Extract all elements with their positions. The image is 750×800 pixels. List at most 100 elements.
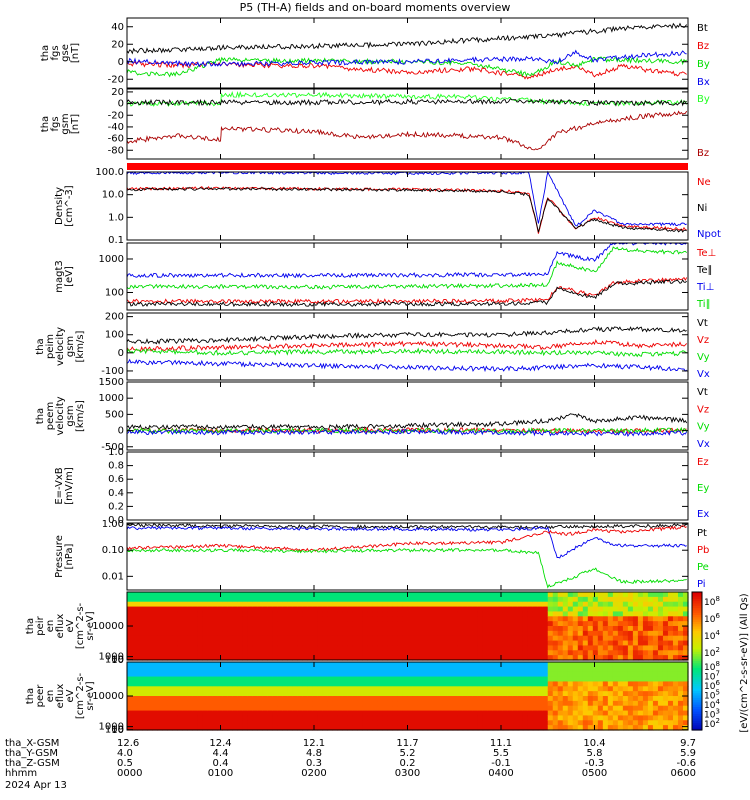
spectrogram-cell (512, 621, 519, 627)
spectrogram-cell (542, 650, 549, 656)
spectrogram-cell (497, 592, 504, 598)
spectrogram-cell (457, 650, 464, 656)
spectrogram-cell (442, 666, 449, 673)
spectrogram-cell (282, 720, 288, 726)
spectrogram-cell (292, 621, 298, 627)
spectrogram-cell (222, 626, 228, 632)
spectrogram-cell (187, 592, 193, 598)
spectrogram-cell (362, 691, 369, 697)
spectrogram-cell (382, 710, 389, 717)
spectrogram-cell (177, 601, 183, 608)
spectrogram-cell (382, 691, 389, 697)
spectrogram-cell (357, 715, 364, 721)
spectrogram-cell (182, 611, 188, 617)
spectrogram-cell (297, 655, 303, 661)
spectrogram-cell (527, 650, 534, 656)
spectrogram-cell (342, 640, 348, 647)
spectrogram-cell (337, 616, 343, 622)
spectrogram-cell (152, 715, 158, 721)
spectrogram-cell (522, 630, 529, 637)
spectrogram-cell (537, 655, 544, 661)
spectrogram-cell (542, 710, 549, 717)
spectrogram-cell (597, 601, 604, 608)
legend-entry: Pi (697, 579, 706, 590)
spectrogram-cell (552, 666, 559, 673)
spectrogram-cell (402, 725, 409, 731)
spectrogram-cell (642, 650, 649, 656)
spectrogram-cell (657, 621, 664, 627)
spectrogram-cell (277, 645, 283, 651)
spectrogram-cell (677, 700, 684, 707)
spectrogram-cell (197, 700, 203, 707)
spectrogram-cell (482, 601, 489, 608)
spectrogram-cell (637, 686, 644, 692)
spectrogram-cell (512, 720, 519, 726)
ephemeris-value: 0.5 (117, 758, 133, 769)
spectrogram-cell (277, 621, 283, 627)
spectrogram-cell (562, 662, 569, 668)
spectrogram-cell (402, 662, 409, 668)
spectrogram-cell (502, 662, 509, 668)
spectrogram-cell (422, 635, 429, 642)
spectrogram-cell (657, 626, 664, 632)
spectrogram-cell (672, 630, 679, 637)
spectrogram-cell (132, 700, 138, 707)
spectrogram-cell (577, 640, 584, 647)
ephemeris-value: 11.7 (396, 738, 418, 749)
spectrogram-cell (512, 611, 519, 617)
spectrogram-cell (547, 671, 554, 678)
spectrogram-cell (252, 696, 258, 702)
spectrogram-cell (342, 650, 348, 656)
spectrogram-cell (337, 700, 343, 707)
spectrogram-cell (177, 720, 183, 726)
y-axis-label-line: [nT] (70, 43, 81, 63)
spectrogram-cell (447, 645, 454, 651)
spectrogram-cell (197, 626, 203, 632)
spectrogram-cell (282, 592, 288, 598)
spectrogram-cell (632, 696, 639, 702)
spectrogram-cell (307, 611, 313, 617)
spectrogram-cell (622, 720, 629, 726)
spectrogram-cell (457, 640, 464, 647)
spectrogram-cell (257, 655, 263, 661)
spectrogram-cell (287, 630, 293, 637)
spectrogram-cell (642, 720, 649, 726)
spectrogram-cell (432, 691, 439, 697)
spectrogram-cell (562, 650, 569, 656)
spectrogram-cell (212, 700, 218, 707)
spectrogram-cell (327, 705, 333, 712)
spectrogram-cell (342, 715, 348, 721)
spectrogram-cell (482, 720, 489, 726)
spectrogram-cell (527, 592, 534, 598)
spectrogram-cell (312, 606, 318, 613)
spectrogram-cell (462, 655, 469, 661)
spectrogram-cell (177, 686, 183, 692)
spectrogram-cell (627, 691, 634, 697)
spectrogram-cell (272, 626, 278, 632)
spectrogram-cell (522, 616, 529, 622)
spectrogram-cell (647, 640, 654, 647)
spectrogram-cell (132, 606, 138, 613)
series-line-Ni (126, 187, 687, 233)
spectrogram-cell (587, 725, 594, 731)
spectrogram-cell (617, 676, 624, 683)
spectrogram-cell (422, 621, 429, 627)
spectrogram-cell (502, 601, 509, 608)
spectrogram-cell (407, 650, 414, 656)
spectrogram-cell (292, 611, 298, 617)
spectrogram-cell (602, 601, 609, 608)
spectrogram-cell (667, 592, 674, 598)
spectrogram-cell (427, 621, 434, 627)
spectrogram-cell (432, 606, 439, 613)
spectrogram-cell (172, 705, 178, 712)
series-line-Vy (126, 347, 687, 358)
spectrogram-cell (377, 655, 384, 661)
spectrogram-cell (502, 626, 509, 632)
spectrogram-cell (622, 676, 629, 683)
spectrogram-cell (537, 592, 544, 598)
spectrogram-cell (377, 705, 384, 712)
spectrogram-cell (457, 676, 464, 683)
spectrogram-cell (412, 645, 419, 651)
spectrogram-cell (242, 715, 248, 721)
